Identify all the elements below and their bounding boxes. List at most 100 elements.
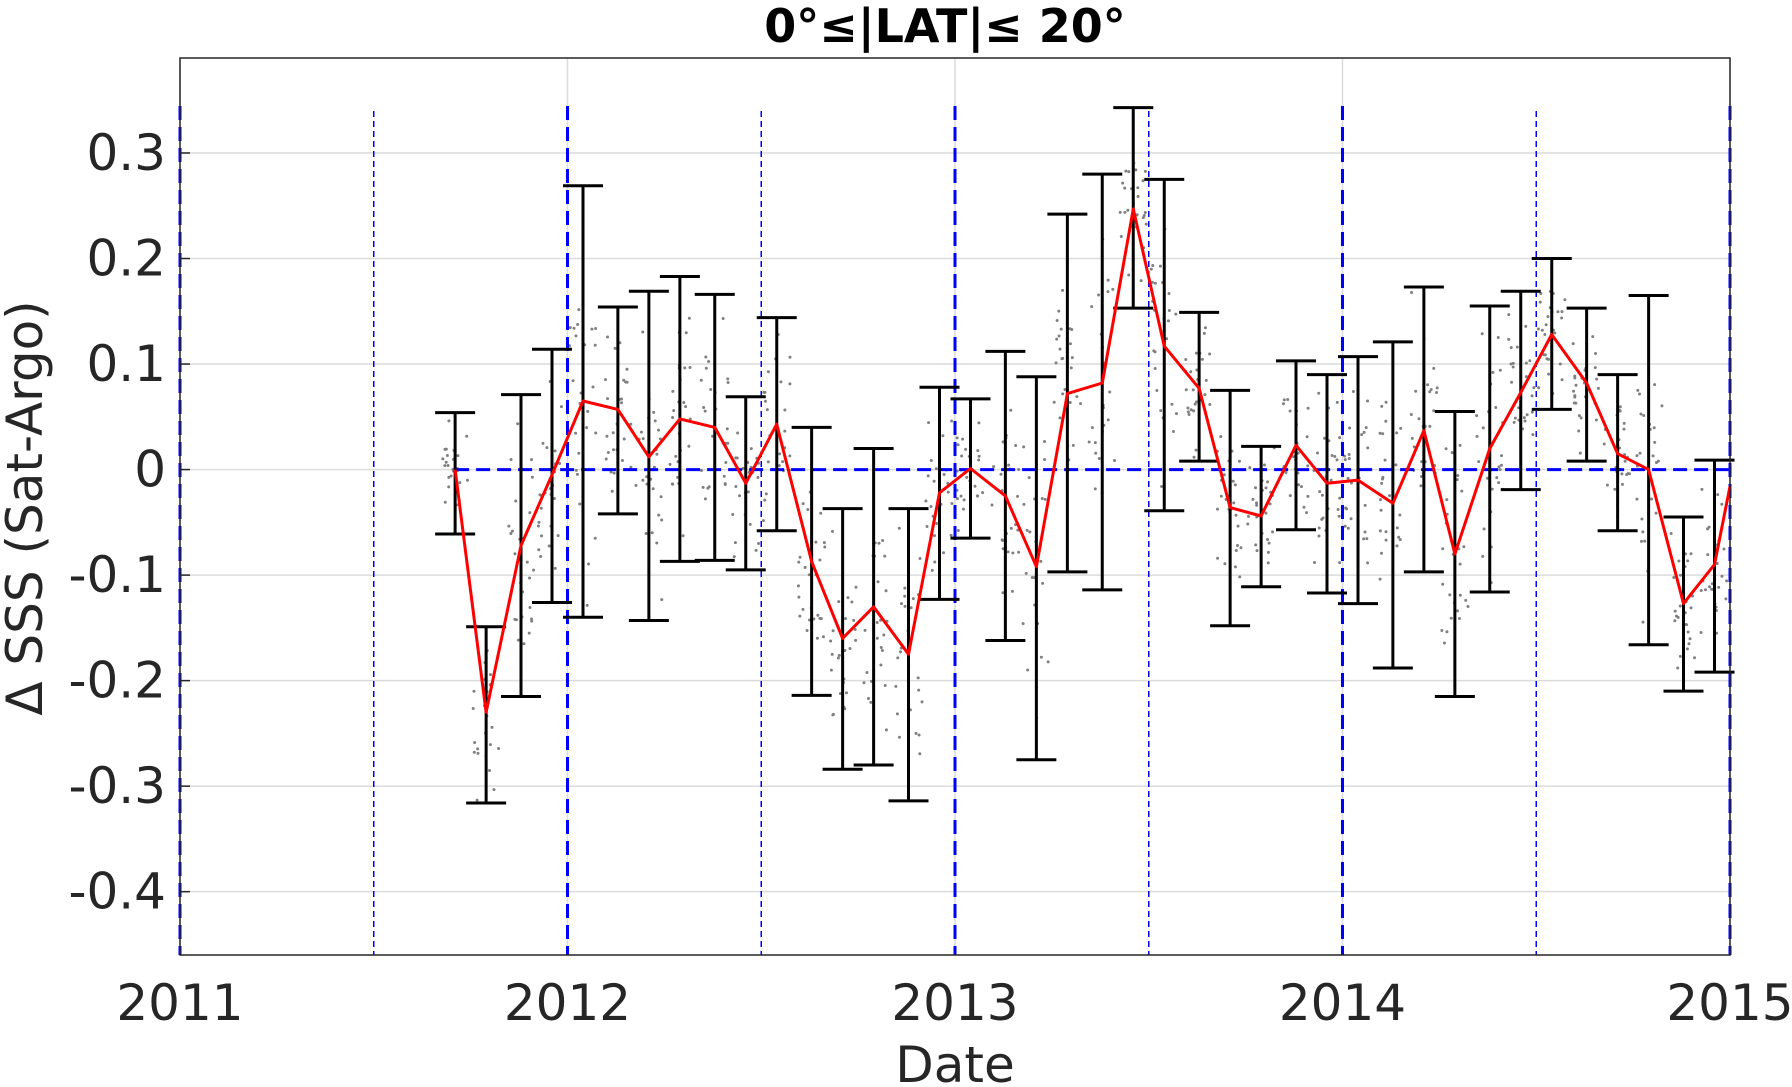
sample-point (1058, 416, 1062, 420)
sample-point (846, 596, 850, 600)
sample-point (1725, 579, 1729, 583)
sample-point (684, 405, 688, 409)
sample-point (1660, 404, 1664, 408)
sample-point (447, 485, 451, 489)
sample-point (1498, 468, 1502, 472)
sample-point (1271, 530, 1275, 534)
sample-point (1366, 561, 1370, 565)
sample-point (1704, 588, 1708, 592)
sample-point (829, 668, 833, 672)
sample-point (1464, 598, 1468, 602)
sample-point (1547, 372, 1551, 376)
sample-point (1282, 398, 1286, 402)
sample-point (1346, 526, 1350, 530)
sample-point (586, 409, 590, 413)
sample-point (1530, 410, 1534, 414)
sample-point (1351, 390, 1355, 394)
sample-point (763, 399, 767, 403)
sample-point (683, 366, 687, 370)
sample-point (1706, 527, 1710, 531)
sample-point (1141, 179, 1145, 183)
y-tick-label: -0.4 (68, 863, 166, 921)
sample-point (606, 451, 610, 455)
sample-point (1622, 421, 1626, 425)
sample-point (1061, 356, 1065, 360)
sample-point (556, 534, 560, 538)
sample-point (1347, 452, 1351, 456)
sample-point (625, 367, 629, 371)
plot-area-frame (179, 57, 1731, 956)
sample-point (681, 534, 685, 538)
sample-point (1539, 291, 1543, 295)
sample-point (1441, 582, 1445, 586)
chart-title: 0°≤|LAT|≤ 20° (764, 0, 1125, 54)
sample-point (1093, 441, 1097, 445)
sample-point (1673, 619, 1677, 623)
sample-point (587, 562, 591, 566)
sample-point (1040, 496, 1044, 500)
sample-point (1441, 547, 1445, 551)
sample-point (1363, 530, 1367, 534)
sample-point (1466, 605, 1470, 609)
sample-point (821, 635, 825, 639)
sample-point (1380, 551, 1384, 555)
sample-point (788, 355, 792, 359)
sample-point (1381, 432, 1385, 436)
sample-point (1313, 560, 1317, 564)
sample-point (1194, 351, 1198, 355)
sample-point (1507, 337, 1511, 341)
sample-point (1457, 616, 1461, 620)
sample-point (1043, 497, 1047, 501)
sample-point (1043, 439, 1047, 443)
sample-point (1497, 481, 1501, 485)
sample-point (1381, 475, 1385, 479)
sample-point (823, 545, 827, 549)
sample-point (510, 529, 514, 533)
sample-point (590, 327, 594, 331)
sample-point (1028, 530, 1032, 534)
sample-point (981, 491, 985, 495)
sample-point (1348, 426, 1352, 430)
sample-point (1522, 416, 1526, 420)
sample-point (1090, 305, 1094, 309)
sample-point (609, 470, 613, 474)
sample-point (1335, 458, 1339, 462)
sample-point (458, 481, 462, 485)
sample-point (1118, 210, 1122, 214)
sample-point (1055, 337, 1059, 341)
sample-point (571, 379, 575, 383)
sample-point (778, 452, 782, 456)
sample-point (796, 584, 800, 588)
sample-point (447, 475, 451, 479)
sample-point (781, 460, 785, 464)
sample-point (1428, 424, 1432, 428)
sample-point (879, 645, 883, 649)
sample-point (575, 472, 579, 476)
sample-point (1338, 436, 1342, 440)
sample-point (863, 628, 867, 632)
sample-point (1068, 401, 1072, 405)
sample-point (655, 541, 659, 545)
sample-point (1150, 280, 1154, 284)
sample-point (1286, 397, 1290, 401)
sample-point (1458, 443, 1462, 447)
sample-point (1174, 312, 1178, 316)
sample-point (1689, 606, 1693, 610)
sample-point (1234, 549, 1238, 553)
sample-point (1428, 390, 1432, 394)
sample-point (1613, 487, 1617, 491)
sample-point (1409, 412, 1413, 416)
sample-point (881, 539, 885, 543)
sample-point (1553, 331, 1557, 335)
sample-point (869, 700, 873, 704)
sample-point (527, 631, 531, 635)
sample-point (814, 540, 818, 544)
sample-point (1097, 293, 1101, 297)
sample-point (1595, 377, 1599, 381)
sample-point (895, 712, 899, 716)
sample-point (1618, 405, 1622, 409)
sample-point (1347, 456, 1351, 460)
sample-point (475, 798, 479, 802)
sample-point (764, 492, 768, 496)
sample-point (1266, 550, 1270, 554)
